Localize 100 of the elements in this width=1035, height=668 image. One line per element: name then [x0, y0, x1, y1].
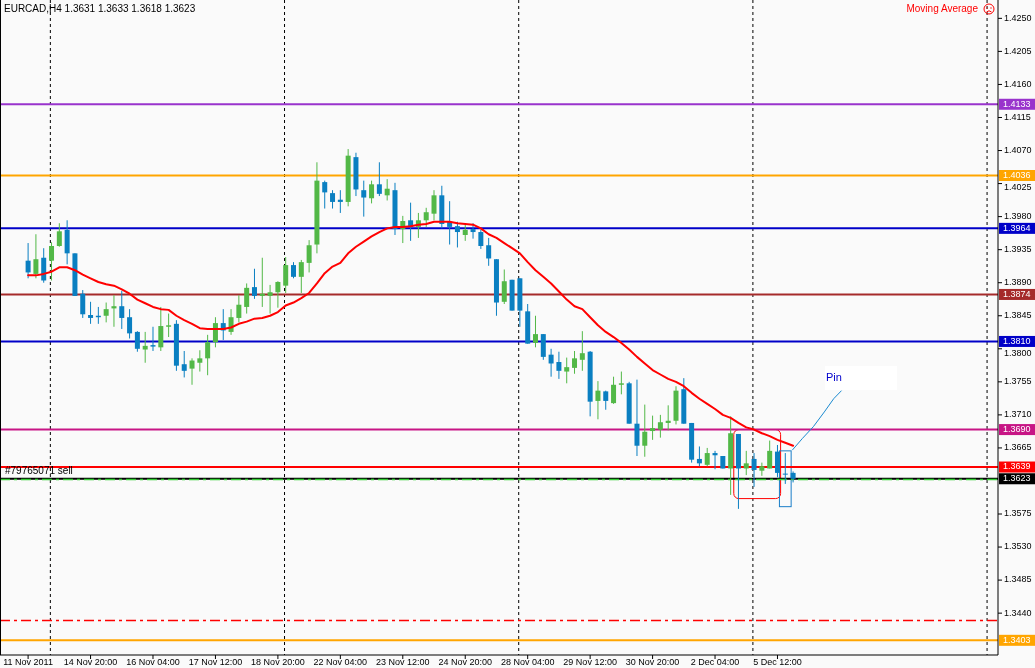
candlestick [49, 241, 55, 281]
candlestick [579, 330, 585, 372]
y-tick-label: 1.3980 [1004, 210, 1032, 221]
candlestick [197, 349, 203, 373]
candlestick [564, 357, 570, 384]
y-tick-label: 1.3710 [1004, 409, 1032, 420]
x-tick-label: 22 Nov 04:00 [313, 657, 368, 668]
candlestick [337, 189, 343, 214]
y-tick-label: 1.3530 [1004, 541, 1032, 552]
y-tick-label: 1.4205 [1004, 45, 1032, 56]
candlestick [80, 289, 86, 319]
candlestick [33, 233, 39, 279]
candlestick [384, 178, 390, 201]
candlestick [166, 313, 172, 338]
x-tick-label: 30 Nov 20:00 [625, 657, 680, 668]
candlestick [556, 351, 562, 380]
candlestick [134, 330, 140, 353]
x-tick-label: 18 Nov 20:00 [251, 657, 305, 668]
candlestick [64, 219, 70, 265]
line-series [27, 220, 795, 447]
y-tick-label: 1.4025 [1004, 181, 1032, 192]
candlestick [181, 350, 187, 378]
candlestick [103, 302, 109, 323]
ref-line-label: 1.4036 [1003, 169, 1031, 180]
x-tick-label: 29 Nov 12:00 [563, 657, 617, 668]
y-tick-label: 1.4250 [1004, 12, 1032, 23]
candlestick [361, 180, 367, 218]
candlestick [790, 470, 796, 483]
candlestick [306, 239, 312, 273]
candlestick [56, 222, 62, 248]
candlestick [158, 306, 164, 352]
y-tick-label: 1.3755 [1004, 376, 1032, 387]
y-tick-label: 1.3485 [1004, 574, 1032, 585]
x-tick-label: 28 Nov 04:00 [500, 657, 555, 668]
y-tick-label: 1.4115 [1004, 111, 1031, 122]
candlestick [696, 445, 702, 467]
candlestick [423, 207, 429, 228]
candlestick [275, 280, 281, 309]
candlestick [650, 415, 656, 441]
candlestick [595, 380, 601, 420]
candlestick [634, 379, 640, 457]
y-tick-label: 1.3575 [1004, 508, 1032, 519]
candlestick [665, 404, 671, 431]
candlestick [712, 450, 718, 470]
candlestick [376, 161, 382, 197]
candlestick [767, 440, 773, 469]
y-tick-label: 1.4160 [1004, 78, 1032, 89]
x-tick-label: 24 Nov 20:00 [438, 657, 493, 668]
candlestick [369, 180, 375, 204]
candlestick [189, 357, 195, 386]
candlestick [127, 308, 133, 340]
candlestick [486, 237, 492, 267]
candlestick [267, 284, 273, 315]
y-tick-label: 1.3890 [1004, 277, 1032, 288]
candlestick [501, 268, 507, 305]
x-tick-label: 16 Nov 04:00 [126, 657, 180, 668]
candlestick [782, 452, 788, 485]
candlestick [548, 348, 554, 378]
ref-line-label: 1.3690 [1003, 423, 1031, 434]
candlestick [657, 414, 663, 439]
candlestick [618, 371, 624, 395]
candlestick [532, 315, 538, 348]
candlestick [751, 452, 757, 488]
ref-line-label: 1.3810 [1003, 335, 1031, 346]
candlestick [25, 242, 31, 279]
candlestick [572, 350, 578, 375]
candlestick [150, 326, 156, 352]
candlestick [704, 447, 710, 467]
candlestick [330, 189, 336, 210]
y-tick-label: 1.3440 [1004, 607, 1032, 618]
legend-label: Moving Average [906, 3, 979, 14]
candlestick [88, 301, 94, 325]
candlestick [540, 333, 546, 361]
candlestick [283, 256, 289, 294]
candlestick [322, 180, 328, 210]
ref-line-label: #79765071 sell [5, 464, 73, 476]
candlestick [743, 450, 749, 476]
ref-line-label: 1.3639 [1003, 461, 1031, 472]
y-tick-label: 1.4070 [1004, 144, 1032, 155]
ref-line-label: 1.3623 [1003, 473, 1031, 484]
text: Pin [826, 370, 842, 383]
candlestick [454, 221, 460, 248]
candlestick [611, 376, 617, 405]
x-tick-label: 14 Nov 20:00 [63, 657, 118, 668]
candlestick [478, 229, 484, 250]
y-tick-label: 1.3935 [1004, 244, 1032, 255]
candlestick [244, 282, 250, 315]
candlestick [470, 222, 476, 240]
candlestick [205, 334, 211, 376]
candlestick [642, 404, 648, 458]
candlestick [251, 268, 257, 300]
candlestick [259, 257, 265, 308]
chart-title: EURCAD,H4 1.3631 1.3633 1.3618 1.3623 [4, 3, 196, 14]
x-tick-label: 23 Nov 12:00 [376, 657, 430, 668]
candlestick [111, 294, 117, 328]
y-tick-label: 1.3665 [1004, 442, 1032, 453]
y-tick-label: 1.3800 [1004, 347, 1032, 358]
candlestick [298, 259, 304, 294]
candlestick [142, 331, 148, 364]
ref-line-label: 1.3403 [1003, 634, 1031, 645]
